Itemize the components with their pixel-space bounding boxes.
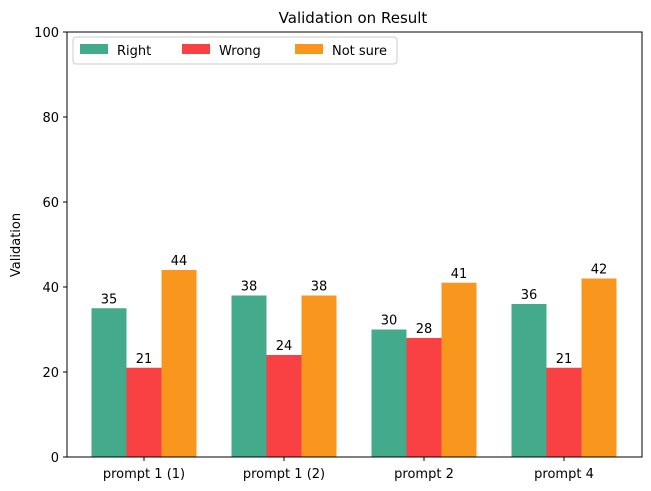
bar-right xyxy=(231,295,267,457)
data-label-wrong: 28 xyxy=(416,322,433,337)
bars-group xyxy=(91,270,617,457)
data-label-not-sure: 38 xyxy=(311,280,328,295)
chart-title: Validation on Result xyxy=(279,9,428,27)
legend-swatch-right xyxy=(80,44,108,54)
y-tick-label: 0 xyxy=(51,451,59,466)
bar-wrong xyxy=(266,355,302,457)
data-label-not-sure: 44 xyxy=(171,254,188,269)
legend-label-not-sure: Not sure xyxy=(332,44,387,59)
bar-not-sure xyxy=(161,270,197,457)
legend-swatch-not-sure xyxy=(295,44,323,54)
bar-not-sure xyxy=(581,278,617,457)
bar-right xyxy=(371,329,407,457)
data-label-right: 36 xyxy=(521,288,538,303)
bar-not-sure xyxy=(441,282,477,457)
plot-frame xyxy=(66,31,643,458)
bar-wrong xyxy=(126,367,162,457)
y-tick-label: 20 xyxy=(42,366,59,381)
x-tick-label: prompt 4 xyxy=(534,467,594,482)
data-label-wrong: 24 xyxy=(276,339,293,354)
y-tick-label: 40 xyxy=(42,281,59,296)
bar-wrong xyxy=(406,338,442,457)
legend-label-right: Right xyxy=(117,44,151,59)
data-label-not-sure: 41 xyxy=(451,267,468,282)
data-label-right: 30 xyxy=(381,314,398,329)
x-tick-label: prompt 2 xyxy=(394,467,454,482)
bar-right xyxy=(91,308,127,457)
bar-right xyxy=(511,304,547,457)
legend: Right Wrong Not sure xyxy=(72,36,398,65)
axes-group: 0 20 40 60 80 100 prompt 1 (1) prompt 1 (2) prom… xyxy=(34,26,643,482)
bar-not-sure xyxy=(301,295,337,457)
data-label-wrong: 21 xyxy=(136,352,153,367)
y-tick-label: 80 xyxy=(42,111,59,126)
data-label-right: 35 xyxy=(101,292,118,307)
legend-swatch-wrong xyxy=(182,44,210,54)
x-tick-label: prompt 1 (1) xyxy=(103,467,185,482)
data-labels-group: 35 38 30 36 21 24 28 21 44 38 41 42 xyxy=(101,254,608,367)
bar-wrong xyxy=(546,367,582,457)
y-axis-title: Validation xyxy=(9,213,24,277)
data-label-not-sure: 42 xyxy=(591,263,608,278)
y-tick-label: 100 xyxy=(34,26,59,41)
y-tick-label: 60 xyxy=(42,196,59,211)
data-label-right: 38 xyxy=(241,280,258,295)
legend-box xyxy=(72,36,398,65)
legend-label-wrong: Wrong xyxy=(219,44,261,59)
x-tick-label: prompt 1 (2) xyxy=(243,467,325,482)
data-label-wrong: 21 xyxy=(556,352,573,367)
